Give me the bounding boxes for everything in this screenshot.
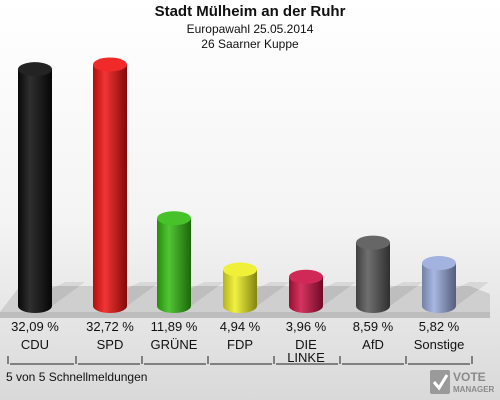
svg-text:VOTE: VOTE bbox=[453, 370, 486, 384]
category-label: DIE bbox=[295, 337, 317, 352]
category-label: Sonstige bbox=[414, 337, 465, 352]
bar-spd bbox=[93, 64, 127, 313]
bar-cdu bbox=[18, 69, 52, 313]
category-label: GRÜNE bbox=[151, 337, 198, 352]
bar-sonstige bbox=[422, 263, 456, 313]
value-label: 8,59 % bbox=[353, 319, 394, 334]
chart-subtitle-election: Europawahl 25.05.2014 bbox=[186, 22, 314, 36]
footer-status: 5 von 5 Schnellmeldungen bbox=[6, 370, 148, 384]
category-label: SPD bbox=[97, 337, 124, 352]
value-label: 32,72 % bbox=[86, 319, 134, 334]
bar-cap-3 bbox=[223, 262, 257, 277]
value-label: 3,96 % bbox=[286, 319, 327, 334]
bar-cap-1 bbox=[93, 57, 127, 72]
bar-fdp bbox=[223, 269, 257, 313]
chart-subtitle-district: 26 Saarner Kuppe bbox=[201, 37, 299, 51]
bar-afd bbox=[356, 242, 390, 313]
category-label: FDP bbox=[227, 337, 253, 352]
chart-floor-edge bbox=[0, 312, 490, 318]
bar-cap-5 bbox=[356, 235, 390, 250]
value-label: 5,82 % bbox=[419, 319, 460, 334]
svg-text:MANAGER: MANAGER bbox=[453, 385, 495, 394]
category-label: LINKE bbox=[287, 350, 325, 365]
category-label: CDU bbox=[21, 337, 49, 352]
bar-cap-2 bbox=[157, 211, 191, 226]
bar-cap-6 bbox=[422, 256, 456, 271]
vote-manager-logo: VOTE MANAGER bbox=[430, 370, 495, 394]
value-label: 4,94 % bbox=[220, 319, 261, 334]
chart-title: Stadt Mülheim an der Ruhr bbox=[154, 3, 346, 20]
category-label: AfD bbox=[362, 337, 384, 352]
bar-die-linke bbox=[289, 276, 323, 313]
value-label: 11,89 % bbox=[151, 319, 198, 334]
bar-grüne bbox=[157, 218, 191, 313]
bar-cap-0 bbox=[18, 62, 52, 77]
bar-cap-4 bbox=[289, 269, 323, 284]
value-label: 32,09 % bbox=[11, 319, 59, 334]
